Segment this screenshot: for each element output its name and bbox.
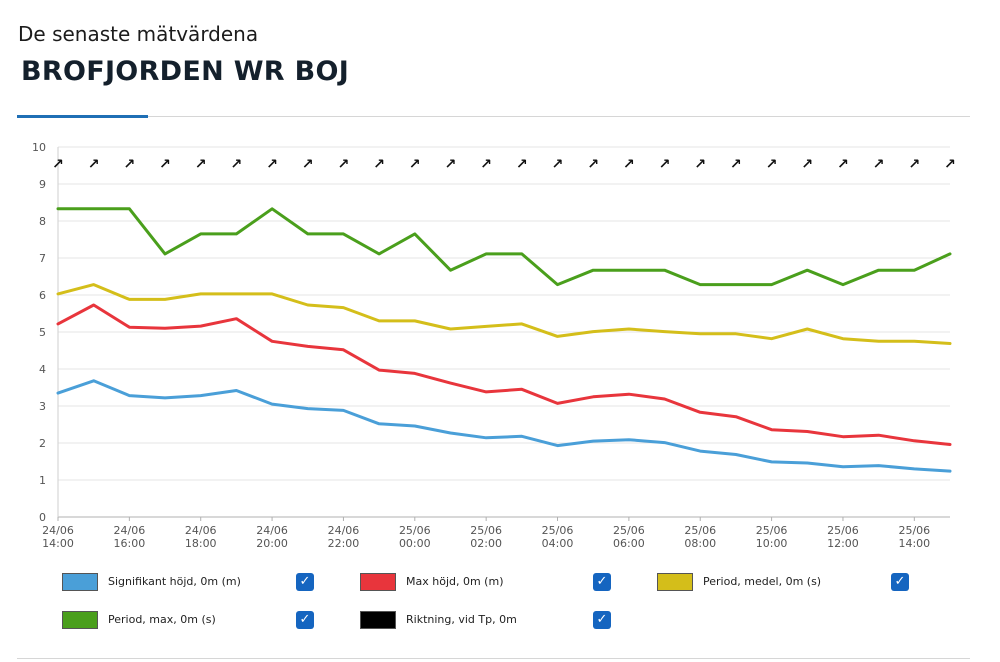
y-tick-label: 10 [32, 141, 46, 154]
x-tick-label-date: 25/06 [613, 524, 645, 537]
x-tick-label-date: 24/06 [42, 524, 74, 537]
direction-arrow-icon: ↗ [159, 157, 171, 173]
x-tick-label-date: 25/06 [756, 524, 788, 537]
series-line-3 [56, 207, 952, 287]
legend-item-significant-height[interactable]: Signifikant höjd, 0m (m) [62, 573, 322, 595]
legend-swatch [62, 611, 98, 629]
x-tick-label-time: 02:00 [470, 537, 502, 550]
direction-arrow-icon: ↗ [195, 157, 207, 173]
direction-arrow-icon: ↗ [266, 157, 278, 173]
direction-arrow-icon: ↗ [587, 157, 599, 173]
direction-arrow-icon: ↗ [766, 157, 778, 173]
significant-height-checkbox[interactable]: ✓ [296, 573, 314, 591]
series-line-0 [56, 379, 952, 473]
direction-arrow-icon: ↗ [837, 157, 849, 173]
page-subtitle: De senaste mätvärdena [18, 22, 259, 46]
x-tick-label-time: 14:00 [42, 537, 74, 550]
legend-label: Max höjd, 0m (m) [406, 575, 504, 588]
legend-item-period-mean[interactable]: Period, medel, 0m (s) [657, 573, 877, 595]
x-tick-label-time: 12:00 [827, 537, 859, 550]
legend-swatch [62, 573, 98, 591]
x-tick-label-time: 08:00 [684, 537, 716, 550]
direction-arrow-icon: ↗ [373, 157, 385, 173]
x-tick-label-date: 25/06 [470, 524, 502, 537]
y-tick-label: 9 [39, 178, 46, 191]
x-tick-label-date: 25/06 [898, 524, 930, 537]
direction-arrow-icon: ↗ [659, 157, 671, 173]
x-tick-label-time: 16:00 [114, 537, 146, 550]
y-tick-label: 1 [39, 474, 46, 487]
x-tick-label-date: 24/06 [185, 524, 217, 537]
x-tick-label-date: 25/06 [399, 524, 431, 537]
direction-checkbox[interactable]: ✓ [593, 611, 611, 629]
direction-arrow-icon: ↗ [873, 157, 885, 173]
series-line-1 [56, 303, 952, 446]
header-divider [17, 116, 970, 117]
y-tick-label: 2 [39, 437, 46, 450]
legend-swatch [657, 573, 693, 591]
x-tick-label-time: 00:00 [399, 537, 431, 550]
direction-arrow-icon: ↗ [730, 157, 742, 173]
series-line-2 [56, 283, 952, 345]
x-tick-label-time: 04:00 [542, 537, 574, 550]
direction-arrow-icon: ↗ [445, 157, 457, 173]
legend-label: Period, max, 0m (s) [108, 613, 216, 626]
y-tick-label: 8 [39, 215, 46, 228]
period-max-checkbox[interactable]: ✓ [296, 611, 314, 629]
direction-arrow-icon: ↗ [908, 157, 920, 173]
direction-arrow-icon: ↗ [409, 157, 421, 173]
x-tick-label-time: 22:00 [328, 537, 360, 550]
chart-legend: Signifikant höjd, 0m (m) ✓ Max höjd, 0m … [0, 560, 1000, 640]
direction-arrow-icon: ↗ [552, 157, 564, 173]
y-tick-label: 0 [39, 511, 46, 524]
legend-item-period-max[interactable]: Period, max, 0m (s) [62, 611, 282, 633]
legend-swatch [360, 573, 396, 591]
header-accent-bar [17, 115, 148, 118]
measurement-chart: 01234567891024/0614:0024/0616:0024/0618:… [32, 141, 956, 550]
x-tick-label-date: 24/06 [114, 524, 146, 537]
direction-arrow-icon: ↗ [123, 157, 135, 173]
direction-arrow-icon: ↗ [231, 157, 243, 173]
footer-divider [17, 658, 970, 659]
legend-label: Riktning, vid Tp, 0m [406, 613, 517, 626]
x-tick-label-time: 10:00 [756, 537, 788, 550]
direction-arrow-icon: ↗ [338, 157, 350, 173]
x-tick-label-time: 06:00 [613, 537, 645, 550]
direction-arrow-icon: ↗ [944, 157, 956, 173]
page-title: BROFJORDEN WR BOJ [21, 56, 350, 87]
legend-item-max-height[interactable]: Max höjd, 0m (m) [360, 573, 580, 595]
direction-arrow-icon: ↗ [694, 157, 706, 173]
direction-arrow-icon: ↗ [480, 157, 492, 173]
x-tick-label-date: 25/06 [542, 524, 574, 537]
y-tick-label: 7 [39, 252, 46, 265]
x-tick-label-date: 24/06 [328, 524, 360, 537]
legend-item-direction[interactable]: Riktning, vid Tp, 0m [360, 611, 580, 633]
legend-swatch [360, 611, 396, 629]
y-tick-label: 4 [39, 363, 46, 376]
direction-arrow-icon: ↗ [623, 157, 635, 173]
direction-arrow-icon: ↗ [801, 157, 813, 173]
x-tick-label-date: 25/06 [827, 524, 859, 537]
x-tick-label-time: 20:00 [256, 537, 288, 550]
x-tick-label-date: 24/06 [256, 524, 288, 537]
x-tick-label-time: 18:00 [185, 537, 217, 550]
legend-label: Signifikant höjd, 0m (m) [108, 575, 241, 588]
x-tick-label-date: 25/06 [684, 524, 716, 537]
y-tick-label: 6 [39, 289, 46, 302]
y-tick-label: 3 [39, 400, 46, 413]
max-height-checkbox[interactable]: ✓ [593, 573, 611, 591]
y-tick-label: 5 [39, 326, 46, 339]
direction-arrow-icon: ↗ [516, 157, 528, 173]
x-tick-label-time: 14:00 [898, 537, 930, 550]
direction-arrow-icon: ↗ [52, 157, 64, 173]
direction-arrow-icon: ↗ [302, 157, 314, 173]
direction-arrow-icon: ↗ [88, 157, 100, 173]
period-mean-checkbox[interactable]: ✓ [891, 573, 909, 591]
legend-label: Period, medel, 0m (s) [703, 575, 822, 588]
